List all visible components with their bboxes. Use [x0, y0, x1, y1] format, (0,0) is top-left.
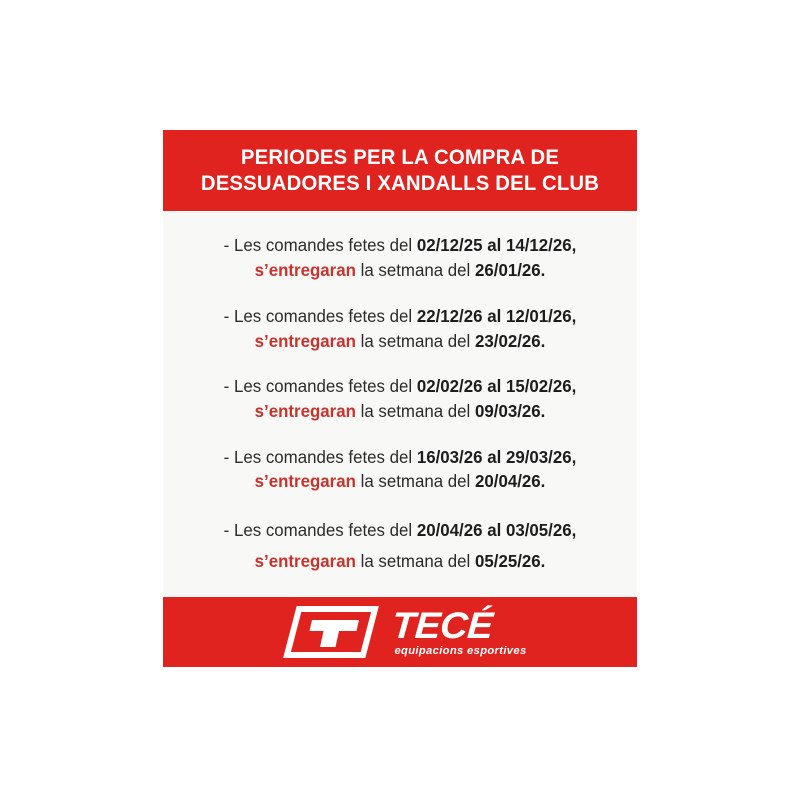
period-range-connector: al [482, 305, 506, 326]
period-order-from: 02/12/25 [416, 235, 483, 256]
period-deliver-mid: la setmana del [355, 471, 475, 492]
period-range-connector: al [482, 376, 506, 397]
period-block: - Les comandes fetes del 22/12/26 al 12/… [191, 304, 608, 353]
period-deliver-word: s’entregaran [254, 400, 356, 421]
period-delivery-line: s’entregaran la setmana del 26/01/26. [191, 258, 608, 283]
period-deliver-word: s’entregaran [254, 260, 356, 281]
poster-body: - Les comandes fetes del 02/12/25 al 14/… [163, 211, 637, 597]
period-range-connector: al [482, 446, 506, 467]
period-order-to: 12/01/26, [505, 305, 577, 326]
period-range-connector: al [482, 520, 506, 541]
period-delivery-week: 05/25/26. [474, 551, 546, 572]
period-delivery-line: s’entregaran la setmana del 05/25/26. [191, 546, 608, 577]
tece-logo: TECÉ equipacions esportives [279, 605, 526, 659]
tece-tagline: equipacions esportives [394, 644, 527, 657]
period-order-to: 29/03/26, [505, 446, 577, 467]
period-lead-text: - Les comandes fetes del [223, 376, 417, 397]
tece-wordmark: TECÉ equipacions esportives [391, 605, 527, 657]
period-order-to: 03/05/26, [505, 520, 577, 541]
period-deliver-word: s’entregaran [254, 330, 356, 351]
period-order-to: 14/12/26, [505, 235, 577, 256]
poster-header-band: PERIODES PER LA COMPRA DE DESSUADORES I … [163, 130, 637, 212]
period-block: - Les comandes fetes del 02/02/26 al 15/… [191, 374, 608, 423]
period-delivery-week: 26/01/26. [474, 260, 546, 281]
period-delivery-week: 23/02/26. [474, 330, 546, 351]
period-delivery-week: 09/03/26. [474, 400, 546, 421]
poster-footer-band: TECÉ equipacions esportives [163, 597, 637, 667]
period-deliver-mid: la setmana del [355, 330, 475, 351]
period-order-from: 20/04/26 [416, 520, 483, 541]
period-deliver-mid: la setmana del [355, 400, 475, 421]
period-block: - Les comandes fetes del 16/03/26 al 29/… [191, 445, 608, 494]
period-deliver-mid: la setmana del [355, 551, 475, 572]
period-range-connector: al [482, 235, 506, 256]
period-order-from: 02/02/26 [416, 376, 483, 397]
period-order-line: - Les comandes fetes del 22/12/26 al 12/… [191, 304, 608, 329]
period-lead-text: - Les comandes fetes del [223, 235, 417, 256]
period-block: - Les comandes fetes del 20/04/26 al 03/… [191, 515, 608, 577]
period-order-to: 15/02/26, [505, 376, 577, 397]
period-order-from: 16/03/26 [416, 446, 483, 467]
period-delivery-line: s’entregaran la setmana del 23/02/26. [191, 329, 608, 354]
period-deliver-word: s’entregaran [254, 551, 356, 572]
period-lead-text: - Les comandes fetes del [223, 305, 417, 326]
tece-hexagon-t-logo-icon [283, 606, 380, 658]
poster-title: PERIODES PER LA COMPRA DE DESSUADORES I … [200, 145, 600, 196]
period-delivery-week: 20/04/26. [474, 471, 546, 492]
period-lead-text: - Les comandes fetes del [223, 520, 417, 541]
period-order-line: - Les comandes fetes del 02/12/25 al 14/… [191, 233, 608, 258]
period-delivery-line: s’entregaran la setmana del 20/04/26. [191, 469, 608, 494]
tece-brand-name: TECÉ [391, 605, 495, 647]
period-order-line: - Les comandes fetes del 16/03/26 al 29/… [191, 445, 608, 470]
period-delivery-line: s’entregaran la setmana del 09/03/26. [191, 399, 608, 424]
period-order-from: 22/12/26 [416, 305, 483, 326]
promo-poster: PERIODES PER LA COMPRA DE DESSUADORES I … [163, 130, 637, 667]
period-order-line: - Les comandes fetes del 20/04/26 al 03/… [191, 515, 608, 546]
period-block: - Les comandes fetes del 02/12/25 al 14/… [191, 233, 608, 282]
period-lead-text: - Les comandes fetes del [223, 446, 417, 467]
period-deliver-mid: la setmana del [355, 260, 475, 281]
period-order-line: - Les comandes fetes del 02/02/26 al 15/… [191, 374, 608, 399]
period-deliver-word: s’entregaran [254, 471, 356, 492]
